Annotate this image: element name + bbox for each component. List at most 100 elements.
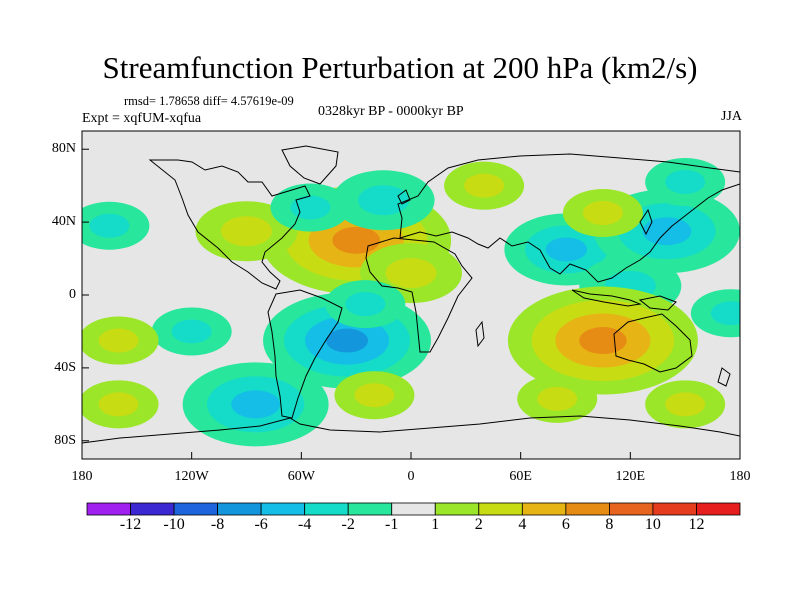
x-tick-label: 60W — [287, 469, 315, 484]
coast-new-guinea — [638, 295, 677, 311]
coast-africa — [365, 237, 473, 353]
stats-text: rmsd= 1.78658 diff= 4.57619e-09 — [124, 94, 294, 108]
anomaly-contour — [545, 237, 588, 262]
coast-japan — [639, 208, 653, 236]
colorbar-box — [130, 502, 175, 516]
y-tick-label: 80N — [51, 141, 76, 157]
anomaly-contour — [290, 195, 331, 220]
anomaly-4 — [270, 183, 351, 232]
anomaly-15 — [182, 362, 329, 447]
anomaly-contour — [345, 292, 386, 317]
x-tick-label: 120E — [615, 469, 646, 484]
colorbar-label: -2 — [341, 516, 355, 533]
chart-title: Streamfunction Perturbation at 200 hPa (… — [102, 50, 698, 85]
colorbar-box — [260, 502, 306, 516]
period-label: 0328kyr BP - 0000kyr BP — [318, 104, 464, 119]
anomaly-10 — [562, 189, 643, 237]
colorbar-box — [217, 502, 262, 516]
colorbar-label: -8 — [210, 516, 225, 533]
colorbar-label: 8 — [605, 516, 614, 533]
season-label: JJA — [720, 109, 742, 124]
anomaly-contour — [98, 328, 139, 353]
colorbar-boxes — [86, 502, 741, 516]
colorbar-label: 6 — [561, 516, 570, 533]
colorbar-label: -10 — [163, 516, 185, 533]
anomaly-18 — [645, 380, 726, 429]
coast-south-america — [267, 289, 343, 419]
anomaly-layer — [82, 158, 740, 447]
x-tick-label: 60E — [509, 469, 532, 484]
colorbar-label: -6 — [254, 516, 268, 533]
anomaly-contour — [354, 383, 395, 408]
anomaly-contour — [537, 386, 578, 411]
colorbar-box — [434, 502, 480, 516]
anomaly-5 — [332, 170, 435, 231]
y-tick-label: 40N — [51, 214, 76, 230]
x-tick-label: 180 — [729, 469, 751, 484]
coast-greenland — [281, 145, 339, 185]
anomaly-contour — [231, 390, 280, 419]
colorbar-box — [565, 502, 610, 516]
experiment-label: Expt = xqfUM-xqfua — [82, 111, 202, 126]
coast-north-america — [148, 159, 311, 290]
x-tick-label: 0 — [407, 469, 415, 484]
colorbar-label: -12 — [119, 516, 142, 533]
anomaly-14 — [151, 307, 232, 356]
colorbar-box — [304, 502, 349, 516]
colorbar-label: 12 — [688, 516, 705, 533]
colorbar-box — [347, 502, 393, 516]
anomaly-contour — [665, 392, 706, 417]
colorbar-box — [696, 502, 741, 516]
anomaly-contour — [464, 173, 505, 198]
colorbar-box — [652, 502, 697, 516]
colorbar-box — [173, 502, 218, 516]
coast-indonesia — [571, 289, 642, 307]
y-tick-label: 80S — [54, 432, 76, 448]
colorbar-box — [86, 502, 131, 516]
anomaly-19 — [82, 380, 159, 429]
coast-australia — [613, 313, 693, 373]
coast-madagascar — [475, 320, 485, 348]
coast-eurasia — [397, 153, 740, 283]
anomaly-20 — [82, 316, 159, 365]
x-tick-label: 180 — [71, 469, 93, 484]
anomaly-contour — [171, 319, 212, 344]
colorbar-label: -4 — [297, 516, 312, 533]
anomaly-contour — [385, 258, 437, 289]
anomaly-contour — [89, 213, 130, 238]
anomaly-contour — [358, 185, 410, 216]
colorbar-label: 1 — [431, 516, 440, 533]
anomaly-11 — [444, 161, 525, 210]
coast-new-zealand — [717, 367, 731, 387]
anomaly-16 — [334, 371, 415, 420]
anomaly-contour — [665, 170, 706, 195]
anomaly-contour — [326, 328, 369, 353]
anomaly-contour — [98, 392, 139, 417]
x-tick-label: 120W — [174, 469, 209, 484]
colorbar-label: 10 — [644, 516, 661, 533]
coast-uk — [397, 189, 411, 205]
colorbar-label: 2 — [474, 516, 483, 533]
anomaly-9 — [645, 158, 726, 207]
colorbar-label: 4 — [518, 516, 527, 533]
anomaly-contour — [710, 301, 740, 326]
y-tick-label: 40S — [54, 359, 76, 375]
colorbar-box — [609, 502, 654, 516]
anomaly-17 — [517, 374, 598, 423]
coastlines — [82, 145, 740, 444]
colorbar-box — [521, 502, 567, 516]
coast-antarctica — [82, 415, 740, 444]
colorbar-label: -1 — [385, 516, 399, 533]
colorbar-box — [391, 502, 436, 516]
map-area — [82, 131, 740, 459]
anomaly-21 — [325, 280, 406, 329]
anomaly-contour — [221, 216, 272, 247]
axis-ticks — [81, 148, 741, 459]
anomaly-contour — [582, 201, 623, 225]
anomaly-22 — [690, 289, 740, 338]
y-tick-label: 0 — [69, 287, 76, 302]
anomaly-3 — [82, 201, 150, 250]
colorbar-box — [478, 502, 523, 516]
